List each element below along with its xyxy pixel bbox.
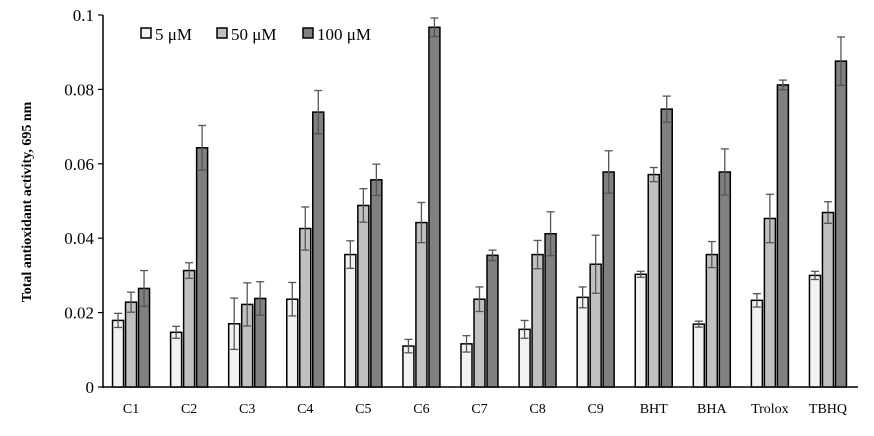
bar — [111, 319, 125, 388]
legend-label: 100 μM — [317, 25, 371, 44]
y-tick-label: 0.1 — [73, 6, 94, 25]
y-tick-label: 0 — [86, 378, 95, 397]
legend: 5 μM 50 μM 100 μM — [140, 25, 371, 44]
bar — [705, 253, 719, 388]
bar — [124, 301, 138, 388]
legend-swatch — [216, 27, 228, 39]
x-tick-label: C4 — [297, 402, 313, 417]
bar — [531, 253, 544, 388]
bar — [312, 111, 325, 388]
bar — [182, 269, 196, 388]
bar — [763, 217, 777, 388]
x-tick-label: C7 — [471, 402, 487, 417]
legend-label: 5 μM — [155, 25, 192, 44]
x-tick-label: C3 — [239, 402, 255, 417]
bar — [718, 171, 732, 388]
x-tick-label: TBHQ — [809, 402, 847, 417]
bars — [111, 17, 848, 388]
bar — [821, 211, 835, 388]
bar — [473, 298, 486, 388]
bar — [692, 323, 706, 388]
bar — [415, 221, 428, 388]
bar — [169, 331, 183, 388]
x-tick-label: C5 — [355, 402, 371, 417]
bar — [634, 273, 647, 388]
axes: 0 0.02 0.04 0.06 0.08 0.1 C1 C2 C3 C4 C5 C6 C7 C8 C9 BH… — [64, 6, 858, 417]
legend-swatch — [302, 27, 314, 39]
bar — [834, 60, 848, 388]
bar — [647, 173, 660, 388]
x-tick-label: C1 — [123, 402, 139, 417]
legend-label: 50 μM — [231, 25, 276, 44]
x-tick-label: C2 — [181, 402, 197, 417]
legend-swatch — [140, 27, 152, 39]
bar — [344, 253, 357, 388]
bar — [486, 254, 499, 388]
bar — [370, 179, 383, 388]
bar — [428, 26, 441, 388]
bar — [195, 147, 209, 388]
bar — [776, 84, 790, 388]
x-tick-label: BHT — [640, 402, 668, 417]
bar — [750, 299, 764, 388]
bar — [357, 204, 370, 388]
bar — [808, 274, 822, 388]
y-axis-label: Total antioxidant activity, 695 nm — [20, 101, 35, 302]
bar — [299, 227, 312, 388]
x-tick-label: BHA — [697, 402, 727, 417]
y-tick-label: 0.02 — [64, 304, 94, 323]
bar — [576, 296, 589, 388]
y-tick-label: 0.04 — [64, 229, 94, 248]
bar — [544, 232, 557, 388]
y-tick-label: 0.08 — [64, 80, 94, 99]
x-tick-label: C8 — [529, 402, 545, 417]
bar — [660, 108, 673, 388]
y-tick-label: 0.06 — [64, 155, 94, 174]
x-tick-label: C9 — [587, 402, 603, 417]
bar — [602, 171, 615, 388]
x-tick-label: C6 — [413, 402, 429, 417]
x-tick-label: Trolox — [751, 402, 789, 417]
